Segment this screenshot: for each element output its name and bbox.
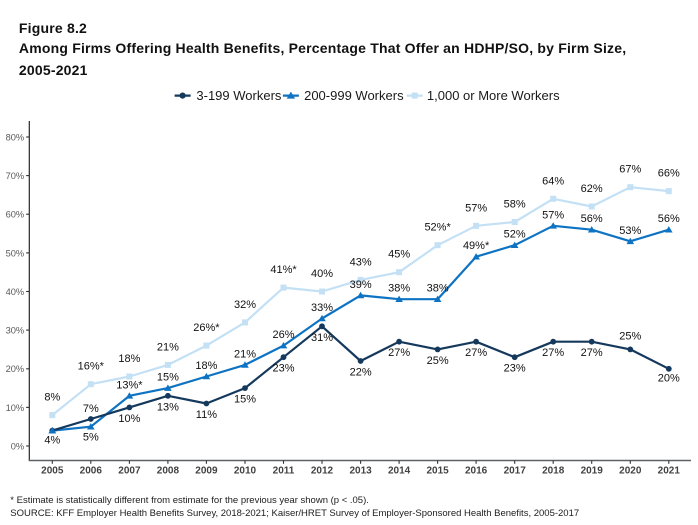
- svg-text:27%: 27%: [581, 347, 603, 359]
- svg-text:45%: 45%: [388, 249, 410, 261]
- svg-text:2008: 2008: [157, 466, 180, 477]
- svg-text:66%: 66%: [658, 168, 680, 180]
- svg-text:21%: 21%: [234, 348, 256, 360]
- svg-text:2021: 2021: [658, 466, 681, 477]
- svg-text:50%: 50%: [6, 248, 25, 258]
- svg-text:18%: 18%: [118, 353, 140, 365]
- svg-text:2014: 2014: [388, 466, 411, 477]
- svg-text:56%: 56%: [581, 213, 603, 225]
- svg-text:2019: 2019: [581, 466, 604, 477]
- svg-text:3-199 Workers: 3-199 Workers: [196, 88, 282, 103]
- svg-text:2020: 2020: [619, 466, 642, 477]
- svg-text:60%: 60%: [6, 210, 25, 220]
- svg-text:15%: 15%: [157, 372, 179, 384]
- svg-text:2013: 2013: [349, 466, 372, 477]
- svg-text:27%: 27%: [465, 347, 487, 359]
- svg-text:15%: 15%: [234, 394, 256, 406]
- svg-text:10%: 10%: [6, 403, 25, 413]
- svg-text:1,000 or More Workers: 1,000 or More Workers: [427, 88, 560, 103]
- svg-text:25%: 25%: [427, 355, 449, 367]
- svg-text:33%: 33%: [311, 302, 333, 314]
- svg-text:53%: 53%: [619, 225, 641, 237]
- svg-text:57%: 57%: [542, 209, 564, 221]
- svg-text:2016: 2016: [465, 466, 488, 477]
- svg-text:16%*: 16%*: [78, 361, 105, 373]
- svg-text:25%: 25%: [619, 331, 641, 343]
- svg-text:2006: 2006: [80, 466, 103, 477]
- svg-text:2017: 2017: [504, 466, 527, 477]
- svg-text:64%: 64%: [542, 175, 564, 187]
- svg-text:10%: 10%: [118, 413, 140, 425]
- svg-text:43%: 43%: [350, 256, 372, 268]
- svg-text:26%: 26%: [272, 329, 294, 341]
- svg-text:2015: 2015: [426, 466, 449, 477]
- svg-text:7%: 7%: [83, 403, 99, 415]
- svg-text:49%*: 49%*: [463, 240, 490, 252]
- svg-text:13%: 13%: [157, 401, 179, 413]
- svg-text:2010: 2010: [234, 466, 257, 477]
- svg-text:2012: 2012: [311, 466, 334, 477]
- svg-text:27%: 27%: [388, 347, 410, 359]
- svg-text:38%: 38%: [427, 283, 449, 295]
- svg-text:67%: 67%: [619, 164, 641, 176]
- svg-text:57%: 57%: [465, 202, 487, 214]
- svg-text:13%*: 13%*: [116, 379, 143, 391]
- svg-text:31%: 31%: [311, 332, 333, 344]
- svg-text:32%: 32%: [234, 299, 256, 311]
- svg-text:23%: 23%: [504, 363, 526, 375]
- svg-text:2005: 2005: [41, 466, 64, 477]
- svg-text:52%: 52%: [504, 229, 526, 241]
- svg-text:2018: 2018: [542, 466, 565, 477]
- svg-text:80%: 80%: [6, 132, 25, 142]
- svg-text:40%: 40%: [6, 287, 25, 297]
- svg-text:41%*: 41%*: [270, 264, 297, 276]
- svg-text:8%: 8%: [44, 392, 60, 404]
- svg-text:39%: 39%: [350, 279, 372, 291]
- svg-text:23%: 23%: [272, 363, 294, 375]
- svg-text:56%: 56%: [658, 213, 680, 225]
- svg-text:20%: 20%: [658, 373, 680, 385]
- svg-text:2007: 2007: [118, 466, 141, 477]
- svg-text:11%: 11%: [196, 409, 217, 421]
- svg-text:27%: 27%: [542, 347, 564, 359]
- svg-text:2009: 2009: [195, 466, 218, 477]
- svg-text:40%: 40%: [311, 268, 333, 280]
- svg-text:52%*: 52%*: [424, 222, 451, 234]
- svg-text:2011: 2011: [273, 466, 295, 477]
- svg-text:70%: 70%: [6, 171, 25, 181]
- svg-text:26%*: 26%*: [193, 322, 220, 334]
- svg-text:22%: 22%: [350, 367, 372, 379]
- svg-text:58%: 58%: [504, 199, 526, 211]
- svg-text:5%: 5%: [83, 432, 99, 444]
- svg-text:20%: 20%: [6, 364, 25, 374]
- svg-text:0%: 0%: [11, 441, 24, 451]
- svg-text:62%: 62%: [581, 183, 603, 195]
- svg-text:18%: 18%: [195, 360, 217, 372]
- svg-text:21%: 21%: [157, 341, 179, 353]
- svg-text:30%: 30%: [6, 326, 25, 336]
- svg-text:4%: 4%: [44, 434, 60, 446]
- svg-text:200-999 Workers: 200-999 Workers: [304, 88, 404, 103]
- svg-text:38%: 38%: [388, 283, 410, 295]
